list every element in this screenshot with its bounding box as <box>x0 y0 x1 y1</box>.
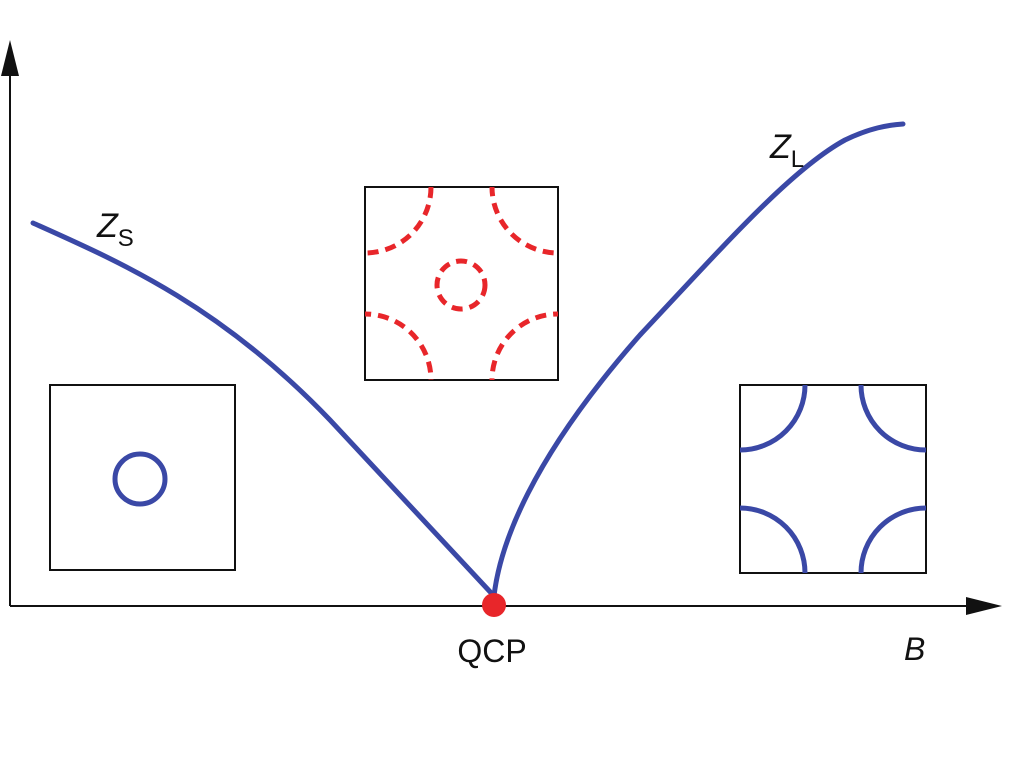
zl-curve <box>491 121 906 599</box>
zs-curve <box>30 220 497 599</box>
inset-large-fermi-surface <box>739 384 927 574</box>
qcp-label: QCP <box>457 633 526 669</box>
zl-label: ZL <box>769 128 804 173</box>
dashed-center-pocket <box>434 258 488 312</box>
fermi-pocket-circle <box>112 451 168 507</box>
inset-box-middle <box>364 186 559 381</box>
inset-box-left <box>49 384 236 571</box>
x-axis-label: B <box>904 631 925 667</box>
qcp-point <box>482 593 506 617</box>
inset-small-fermi-surface <box>49 384 236 571</box>
inset-critical-fermi-surface <box>364 186 559 381</box>
y-axis-arrowhead <box>1 40 19 76</box>
inset-box-right <box>739 384 927 574</box>
zs-label: ZS <box>96 207 134 252</box>
x-axis-arrowhead <box>966 597 1002 615</box>
